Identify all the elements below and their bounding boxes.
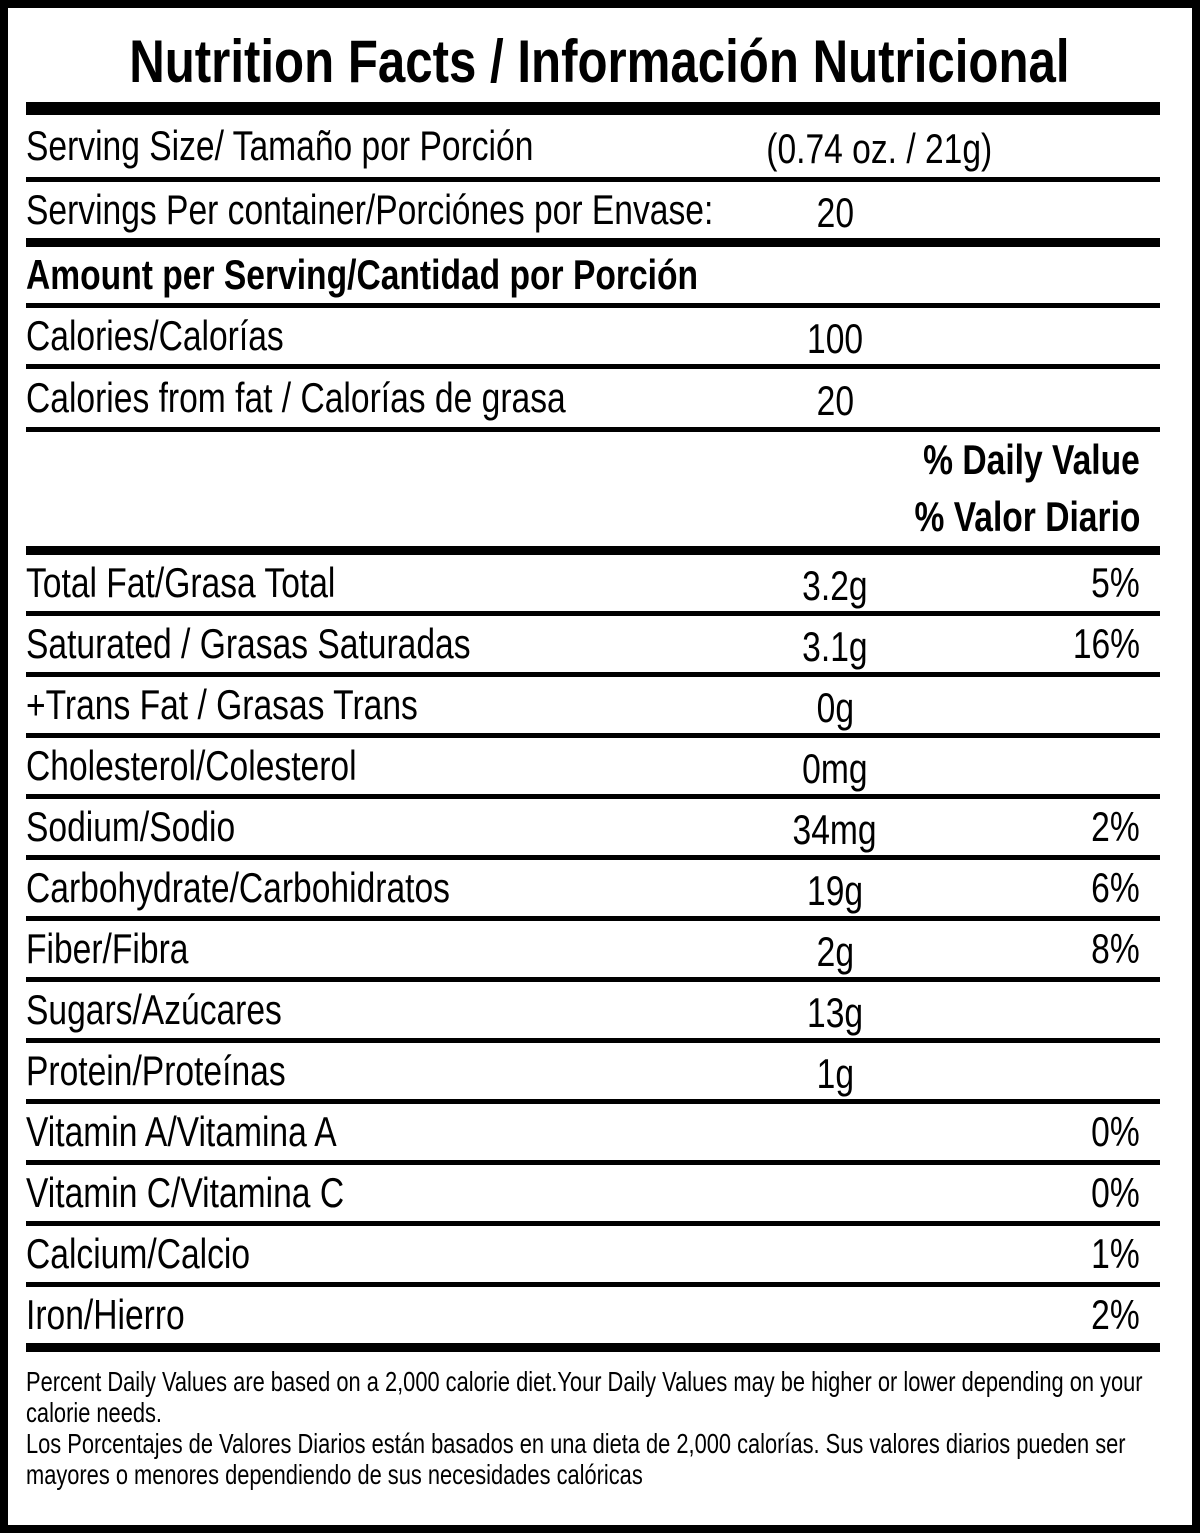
nutrient-row: Sodium/Sodio 34mg 2% [26,799,1160,855]
nutrient-value: 0g [816,684,854,731]
divider-thin [26,611,1160,616]
divider-thin [26,177,1160,182]
footnote-line: calorie needs. [26,1397,162,1428]
nutrient-label: Fiber/Fibra [26,925,189,972]
nutrient-label: Sodium/Sodio [26,803,236,850]
nutrient-daily-value: 1% [1091,1230,1140,1277]
nutrient-label: Vitamin A/Vitamina A [26,1108,337,1155]
daily-value-header-es: % Valor Diario [914,493,1140,540]
nutrient-row: Fiber/Fibra 2g 8% [26,921,1160,977]
calories-value: 100 [806,315,864,362]
amount-per-serving-header: Amount per Serving/Cantidad por Porción [26,251,699,298]
calories-row: Calories/Calorías 100 [26,308,1160,364]
nutrient-daily-value: 8% [1091,925,1140,972]
nutrient-value: 0mg [802,745,868,792]
nutrient-label: Sugars/Azúcares [26,986,282,1033]
divider-thin [26,1099,1160,1104]
footnote-line: Percent Daily Values are based on a 2,00… [26,1366,1143,1397]
nutrient-row: Sugars/Azúcares 13g [26,982,1160,1038]
nutrient-label: Cholesterol/Colesterol [26,742,357,789]
nutrient-daily-value: 5% [1091,559,1140,606]
divider-thin [26,672,1160,677]
label-title: Nutrition Facts / Información Nutriciona… [129,28,1070,95]
footnote-line: Los Porcentajes de Valores Diarios están… [26,1428,1126,1459]
nutrient-value: 34mg [792,806,878,853]
nutrient-daily-value: 2% [1091,803,1140,850]
nutrient-value: 1g [816,1050,854,1097]
nutrient-value: 2g [816,928,854,975]
divider-thin [26,1282,1160,1287]
nutrient-row: +Trans Fat / Grasas Trans 0g [26,677,1160,733]
title-divider-bar [26,102,1160,115]
divider-thin [26,794,1160,799]
nutrient-daily-value: 0% [1091,1108,1140,1155]
calories-from-fat-row: Calories from fat / Calorías de grasa 20 [26,369,1160,427]
daily-value-header-row-es: % Valor Diario [26,488,1160,546]
footnote: Percent Daily Values are based on a 2,00… [26,1366,1160,1490]
nutrient-row: Vitamin C/Vitamina C 0% [26,1165,1160,1221]
label-title-row: Nutrition Facts / Información Nutriciona… [26,30,1160,94]
divider-thick [26,1343,1160,1352]
serving-size-row: Serving Size/ Tamaño por Porción (0.74 o… [26,115,1160,177]
nutrient-daily-value: 2% [1091,1291,1140,1338]
nutrient-label: +Trans Fat / Grasas Trans [26,681,418,728]
servings-per-container-row: Servings Per container/Porciónes por Env… [26,182,1160,238]
divider-thin [26,1038,1160,1043]
daily-value-header-row-en: % Daily Value [26,432,1160,488]
nutrient-value: 13g [806,989,864,1036]
nutrient-daily-value: 6% [1091,864,1140,911]
nutrient-label: Iron/Hierro [26,1291,185,1338]
nutrient-value: 3.2g [802,562,868,609]
nutrient-row: Vitamin A/Vitamina A 0% [26,1104,1160,1160]
divider-thin [26,427,1160,432]
nutrient-row: Iron/Hierro 2% [26,1287,1160,1343]
divider-thin [26,733,1160,738]
divider-thin [26,855,1160,860]
nutrient-label: Saturated / Grasas Saturadas [26,620,471,667]
divider-thin [26,1221,1160,1226]
serving-size-value: (0.74 oz. / 21g) [766,125,992,172]
nutrient-row: Total Fat/Grasa Total 3.2g 5% [26,555,1160,611]
serving-size-label: Serving Size/ Tamaño por Porción [26,122,534,169]
nutrient-row: Carbohydrate/Carbohidratos 19g 6% [26,860,1160,916]
divider-thick [26,546,1160,555]
nutrient-value: 19g [806,867,864,914]
calories-label: Calories/Calorías [26,312,284,359]
divider-thick [26,238,1160,247]
nutrient-label: Carbohydrate/Carbohidratos [26,864,450,911]
divider-thin [26,303,1160,308]
nutrient-row: Cholesterol/Colesterol 0mg [26,738,1160,794]
nutrient-label: Calcium/Calcio [26,1230,251,1277]
daily-value-header-en: % Daily Value [923,436,1140,483]
calories-from-fat-label: Calories from fat / Calorías de grasa [26,374,566,421]
nutrient-daily-value: 0% [1091,1169,1140,1216]
nutrient-value: 3.1g [802,623,868,670]
nutrient-daily-value: 16% [1072,620,1140,667]
calories-from-fat-value: 20 [816,377,854,424]
divider-thin [26,916,1160,921]
amount-header-row: Amount per Serving/Cantidad por Porción [26,247,1160,303]
nutrient-row: Saturated / Grasas Saturadas 3.1g 16% [26,616,1160,672]
nutrient-label: Total Fat/Grasa Total [26,559,336,606]
divider-thin [26,1160,1160,1165]
nutrient-label: Vitamin C/Vitamina C [26,1169,345,1216]
nutrient-row: Protein/Proteínas 1g [26,1043,1160,1099]
divider-thin [26,364,1160,369]
servings-per-container-label: Servings Per container/Porciónes por Env… [26,186,714,233]
divider-thin [26,977,1160,982]
footnote-line: mayores o menores dependiendo de sus nec… [26,1459,643,1490]
servings-per-container-value: 20 [816,189,854,236]
nutrient-label: Protein/Proteínas [26,1047,286,1094]
nutrient-rows: Total Fat/Grasa Total 3.2g 5% Saturated … [26,555,1160,1343]
nutrient-row: Calcium/Calcio 1% [26,1226,1160,1282]
